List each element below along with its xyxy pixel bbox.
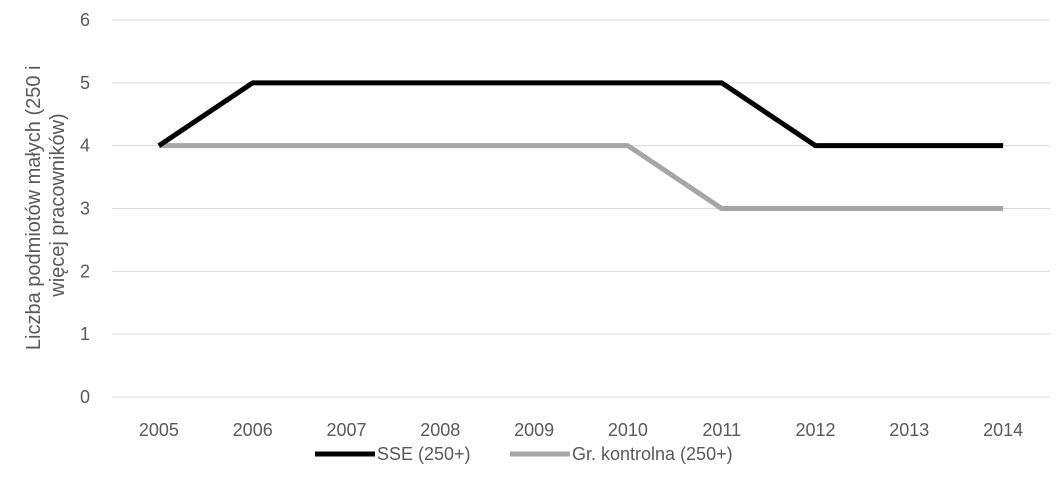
y-tick-label: 3	[80, 199, 90, 219]
y-tick-label: 5	[80, 73, 90, 93]
series-line-0	[157, 80, 1004, 149]
x-axis-ticks: 2005 2006 2007 2008 2009 2010 2011 2012 2013 2014	[139, 420, 1023, 440]
x-tick-label: 2008	[420, 420, 460, 440]
x-tick-label: 2009	[514, 420, 554, 440]
y-tick-label: 1	[80, 324, 90, 344]
y-axis-title: Liczba podmiotów małych (250 i więcej pr…	[23, 60, 69, 350]
x-tick-label: 2013	[889, 420, 929, 440]
x-tick-label: 2012	[795, 420, 835, 440]
y-tick-label: 6	[80, 10, 90, 30]
series-lines	[157, 80, 1004, 211]
x-tick-label: 2006	[233, 420, 273, 440]
x-tick-label: 2007	[326, 420, 366, 440]
y-tick-label: 0	[80, 387, 90, 407]
y-axis-title-line-2: więcej pracowników)	[47, 113, 69, 297]
legend: SSE (250+) Gr. kontrolna (250+)	[315, 444, 733, 464]
x-tick-label: 2010	[608, 420, 648, 440]
x-tick-label: 2014	[983, 420, 1023, 440]
series-line-1	[158, 143, 1004, 211]
y-axis-ticks: 0 1 2 3 4 5 6	[80, 10, 90, 407]
x-tick-label: 2011	[702, 420, 741, 440]
y-axis-title-line-1: Liczba podmiotów małych (250 i	[23, 65, 45, 350]
legend-label-1: Gr. kontrolna (250+)	[572, 444, 733, 464]
legend-label-0: SSE (250+)	[377, 444, 471, 464]
x-tick-label: 2005	[139, 420, 179, 440]
y-tick-label: 4	[80, 136, 90, 156]
y-tick-label: 2	[80, 261, 90, 281]
